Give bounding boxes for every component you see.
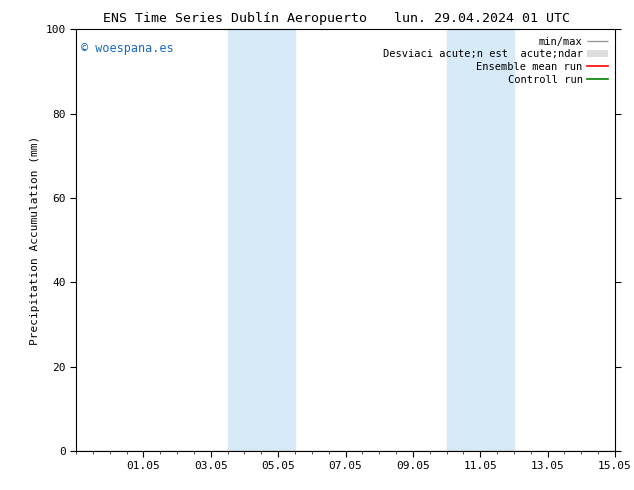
Legend: min/max, Desviaci acute;n est  acute;ndar, Ensemble mean run, Controll run: min/max, Desviaci acute;n est acute;ndar… (380, 35, 610, 87)
Text: ENS Time Series Dublín Aeropuerto: ENS Time Series Dublín Aeropuerto (103, 12, 366, 25)
Text: © woespana.es: © woespana.es (81, 42, 174, 55)
Bar (228, 29, 295, 451)
Text: lun. 29.04.2024 01 UTC: lun. 29.04.2024 01 UTC (394, 12, 570, 25)
Y-axis label: Precipitation Accumulation (mm): Precipitation Accumulation (mm) (30, 135, 40, 345)
Bar (446, 29, 514, 451)
